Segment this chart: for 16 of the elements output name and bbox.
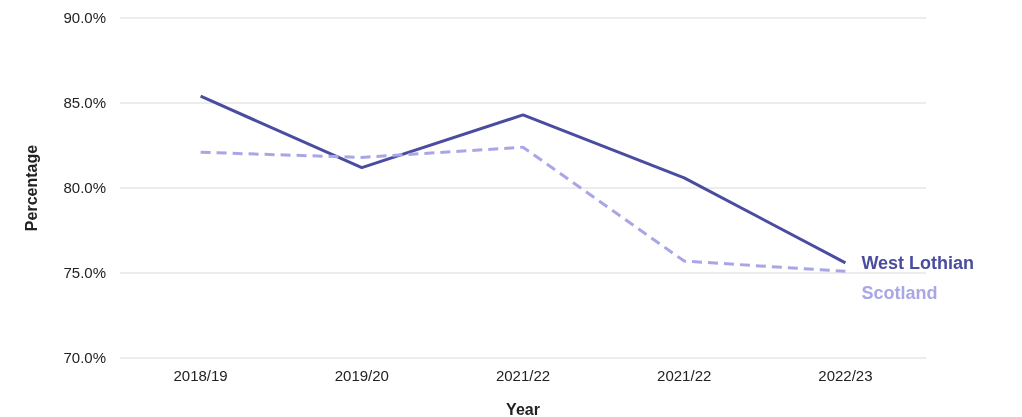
x-tick-label: 2022/23 xyxy=(818,366,873,384)
line-series xyxy=(199,94,847,265)
series-label: West Lothian xyxy=(861,252,975,273)
y-tick-label: 80.0% xyxy=(63,179,106,197)
x-tick-label: 2021/22 xyxy=(495,366,551,384)
x-tick-label: 2021/22 xyxy=(657,366,712,384)
y-tick-label: 85.0% xyxy=(63,94,106,112)
series-label: Scotland xyxy=(861,282,938,303)
y-axis-title: Percentage xyxy=(23,144,40,232)
y-tick-label: 75.0% xyxy=(63,264,106,282)
x-tick-label: 2018/19 xyxy=(173,366,228,384)
x-tick-label: 2019/20 xyxy=(334,366,389,384)
y-tick-label: 70.0% xyxy=(63,349,106,367)
x-axis-title: Year xyxy=(506,401,540,417)
line-series xyxy=(199,145,847,273)
y-tick-label: 90.0% xyxy=(63,9,106,27)
